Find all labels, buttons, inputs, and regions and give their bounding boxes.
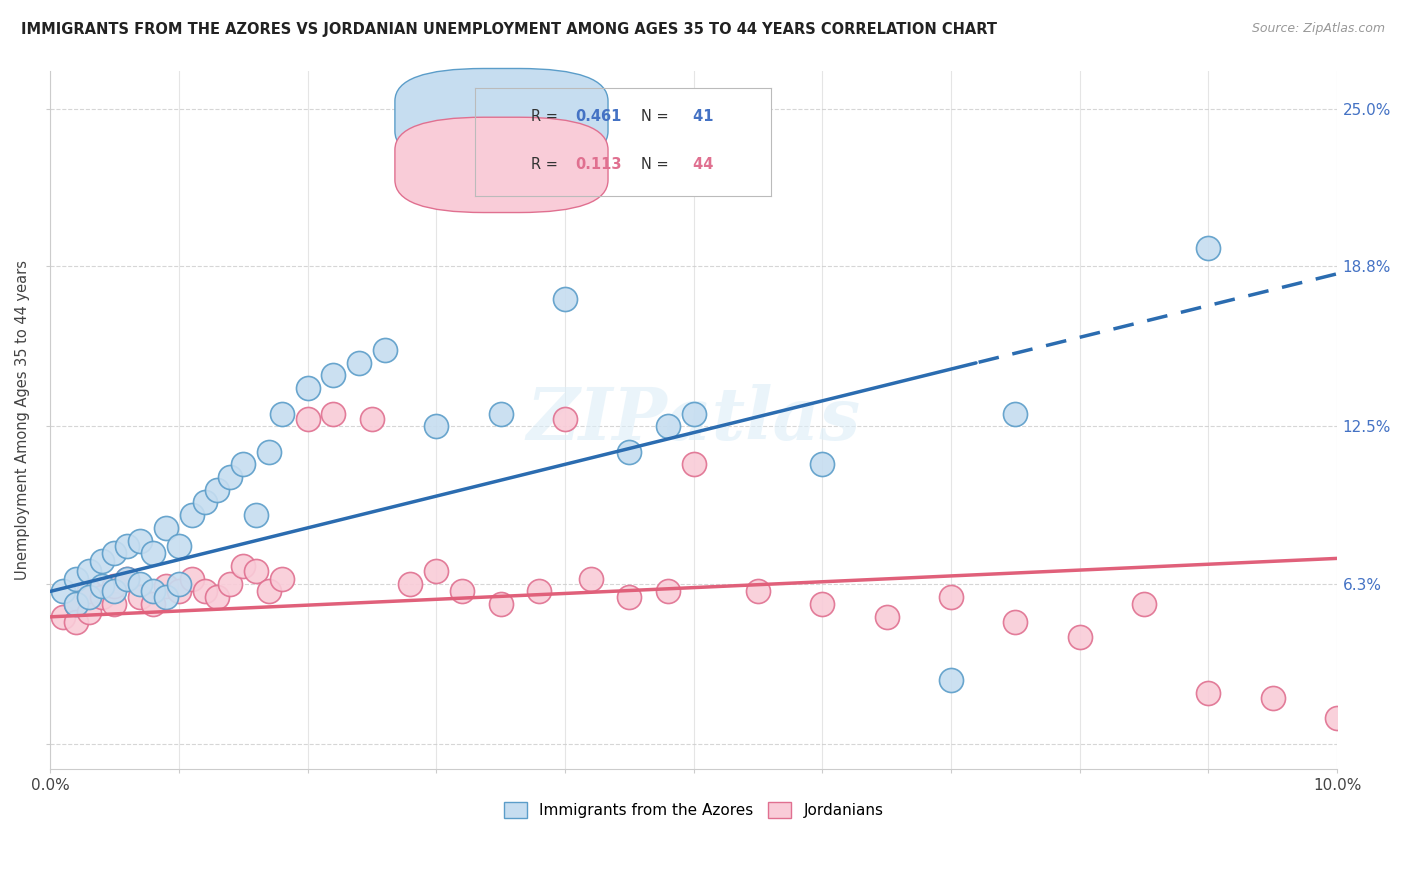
Point (1004, 407, 1026, 421)
Point (245, 508, 267, 523)
Point (527, 584, 550, 599)
Point (360, 411, 382, 425)
Legend: Immigrants from the Azores, Jordanians: Immigrants from the Azores, Jordanians (498, 797, 890, 824)
Point (103, 584, 125, 599)
Point (657, 419, 679, 434)
Point (180, 508, 202, 523)
Point (270, 407, 292, 421)
Point (193, 584, 215, 599)
Point (297, 411, 319, 425)
Y-axis label: Unemployment Among Ages 35 to 44 years: Unemployment Among Ages 35 to 44 years (15, 260, 30, 580)
Point (811, 458, 834, 472)
Point (257, 584, 280, 599)
Point (155, 521, 177, 535)
Point (1069, 630, 1091, 644)
Point (117, 539, 139, 553)
Point (90, 554, 112, 568)
Point (811, 597, 834, 611)
Point (747, 584, 769, 599)
Point (399, 576, 422, 591)
Point (129, 533, 152, 548)
Point (155, 590, 177, 604)
Point (219, 576, 242, 591)
Point (1261, 691, 1284, 706)
Point (297, 381, 319, 395)
Point (876, 610, 898, 624)
Point (232, 559, 254, 574)
Point (682, 458, 704, 472)
Point (1326, 711, 1348, 725)
Point (232, 458, 254, 472)
Point (65, 615, 87, 629)
Point (117, 572, 139, 586)
Point (347, 356, 370, 370)
Point (129, 590, 152, 604)
Point (207, 483, 229, 497)
Point (142, 584, 165, 599)
Point (1197, 686, 1219, 700)
Point (103, 597, 125, 611)
Point (619, 444, 641, 458)
Point (554, 411, 576, 425)
Point (1004, 615, 1026, 629)
Point (142, 597, 165, 611)
Point (939, 673, 962, 688)
Text: IMMIGRANTS FROM THE AZORES VS JORDANIAN UNEMPLOYMENT AMONG AGES 35 TO 44 YEARS C: IMMIGRANTS FROM THE AZORES VS JORDANIAN … (21, 22, 997, 37)
Point (180, 572, 202, 586)
Point (129, 576, 152, 591)
Point (207, 590, 229, 604)
Point (155, 579, 177, 593)
Point (90, 590, 112, 604)
Point (167, 576, 190, 591)
Point (167, 539, 190, 553)
Text: ZIPatlas: ZIPatlas (526, 384, 860, 456)
Point (682, 407, 704, 421)
Point (103, 546, 125, 560)
Point (65, 597, 87, 611)
Point (257, 444, 280, 458)
Point (52, 584, 75, 599)
Point (374, 343, 396, 357)
Point (1197, 241, 1219, 255)
Point (103, 579, 125, 593)
Point (77, 590, 100, 604)
Point (554, 292, 576, 306)
Point (167, 584, 190, 599)
Point (52, 610, 75, 624)
Point (90, 579, 112, 593)
Point (193, 495, 215, 509)
Point (219, 470, 242, 484)
Point (142, 546, 165, 560)
Point (1133, 597, 1156, 611)
Point (77, 564, 100, 578)
Point (322, 368, 344, 383)
Point (245, 564, 267, 578)
Point (322, 407, 344, 421)
Point (489, 407, 512, 421)
Point (77, 605, 100, 619)
Point (489, 597, 512, 611)
Point (579, 572, 602, 586)
Point (451, 584, 474, 599)
Point (657, 584, 679, 599)
Point (65, 572, 87, 586)
Point (65, 597, 87, 611)
Point (270, 572, 292, 586)
Point (619, 590, 641, 604)
Point (77, 584, 100, 599)
Point (425, 419, 447, 434)
Point (117, 572, 139, 586)
Point (939, 590, 962, 604)
Text: Source: ZipAtlas.com: Source: ZipAtlas.com (1251, 22, 1385, 36)
Point (425, 564, 447, 578)
